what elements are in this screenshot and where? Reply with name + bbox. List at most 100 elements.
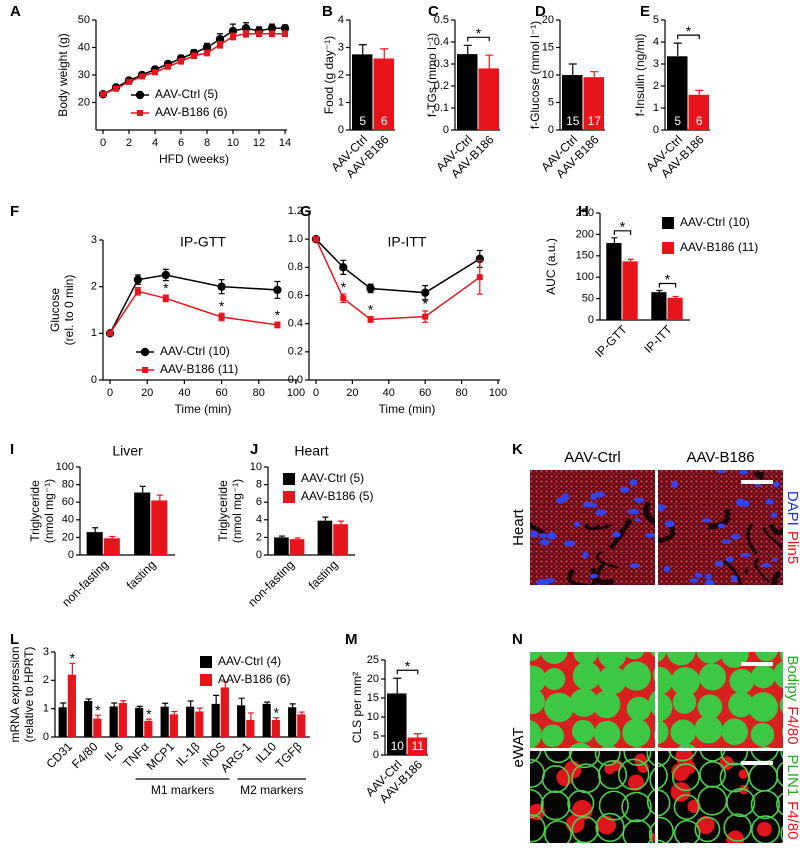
error-bar [413, 733, 422, 738]
data-point [422, 313, 429, 320]
error-bar [338, 520, 345, 525]
adipocyte-outline [545, 850, 569, 856]
column-label: AAV-B186 [686, 449, 754, 466]
adipocyte-outline [723, 813, 752, 842]
y-axis-label: (relative to HPRT) [22, 647, 36, 743]
adipocyte [670, 667, 700, 697]
y-tick-label: 2 [653, 80, 659, 92]
nucleus [619, 486, 630, 493]
n-label: 11 [412, 739, 425, 753]
bar [262, 703, 271, 737]
error-bar [611, 237, 618, 243]
bar [246, 720, 255, 737]
adipocyte [755, 652, 778, 662]
adipocyte [773, 660, 783, 689]
nucleus [725, 556, 734, 563]
adipocyte-outline [567, 789, 595, 817]
data-point [421, 288, 430, 297]
bar [373, 58, 394, 130]
tissue-gap [744, 566, 749, 575]
nucleus [671, 480, 679, 488]
adipocyte-outline [776, 761, 783, 787]
error-bar [672, 295, 679, 298]
nucleus [530, 530, 539, 538]
bar [622, 261, 638, 320]
y-tick-label: 0.3 [434, 58, 449, 70]
error-bar [60, 702, 67, 708]
adipocyte [670, 719, 696, 746]
error-bar [568, 63, 577, 75]
adipocyte-outline [597, 760, 628, 790]
macrophage [671, 762, 690, 781]
y-tick-label: 15 [542, 41, 554, 53]
y-tick-label: 0 [68, 549, 74, 561]
y-tick-label: 0.2 [288, 346, 303, 358]
panel-letter: B [322, 3, 333, 20]
tissue-gap [584, 522, 597, 531]
bar [118, 703, 127, 737]
y-tick-label: 2 [43, 674, 49, 686]
micrograph [658, 751, 783, 843]
nucleus [629, 479, 638, 486]
x-tick-label: IL-1β [173, 739, 202, 768]
x-tick-label: 80 [455, 387, 467, 399]
data-point [339, 263, 348, 272]
y-axis-label: (nmol mg⁻¹) [42, 479, 56, 543]
legend-marker [135, 90, 145, 100]
panel-title: Liver [112, 443, 143, 459]
adipocyte-outline [598, 790, 629, 821]
x-axis-label: Time (min) [175, 402, 232, 416]
n-label: 17 [588, 114, 602, 128]
adipocyte [593, 720, 621, 747]
data-point [282, 30, 288, 37]
adipocyte-outline [627, 845, 651, 856]
nucleus [701, 518, 712, 523]
legend-marker [137, 110, 143, 116]
y-tick-label: 1 [338, 96, 344, 108]
adipocyte-outline [540, 790, 571, 821]
nucleus [739, 470, 749, 475]
bar [333, 524, 348, 555]
legend-label: AAV-B186 (5) [301, 489, 373, 503]
y-tick-label: 20 [62, 531, 74, 543]
legend-swatch [200, 674, 212, 686]
error-bar [298, 711, 305, 715]
panel-letter: J [250, 441, 258, 458]
y-tick-label: 0.8 [288, 261, 303, 273]
y-tick-label: 40 [62, 514, 74, 526]
adipocyte [781, 727, 783, 738]
nucleus [694, 572, 703, 578]
bar [93, 718, 102, 737]
y-tick-label: 0 [653, 124, 659, 136]
bar [151, 500, 168, 555]
adipocyte-outline [780, 751, 783, 760]
group-label: M2 markers [240, 783, 303, 797]
stain-name: Plin5 [784, 531, 800, 564]
adipocyte-outline [515, 845, 542, 856]
y-tick-label: 1 [653, 102, 659, 114]
y-tick-label: 150 [576, 250, 594, 262]
tissue-gap [746, 522, 758, 555]
data-point [274, 321, 281, 328]
error-bar [162, 702, 169, 707]
bar [317, 520, 333, 555]
nucleus [629, 563, 640, 569]
y-axis-label: Food (g day⁻¹) [322, 36, 336, 114]
n-label: 10 [391, 739, 405, 753]
adipocyte [653, 747, 655, 748]
y-tick-label: 0 [91, 374, 97, 386]
error-bar [264, 701, 271, 704]
n-label: 5 [674, 114, 681, 128]
error-bar [94, 714, 101, 719]
adipocyte [658, 746, 663, 748]
y-axis-label: (rel. to 0 min) [62, 275, 76, 346]
data-point [134, 288, 141, 295]
adipocyte [780, 652, 783, 663]
error-bar [289, 703, 296, 708]
adipocyte-outline [595, 812, 625, 843]
significance-star: * [163, 280, 169, 296]
adipocyte-outline [651, 843, 680, 856]
n-label: 15 [566, 114, 580, 128]
bar [667, 297, 683, 320]
adipocyte [696, 652, 724, 664]
